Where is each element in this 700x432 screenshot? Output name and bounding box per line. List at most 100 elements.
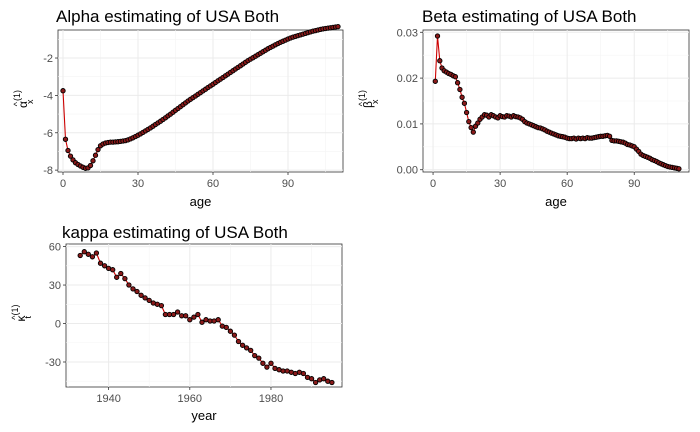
alpha-x-tick-label: 60 (207, 178, 219, 190)
alpha-data-point (87, 162, 94, 169)
beta-y-superscript: (1) (357, 90, 367, 101)
beta-y-tick-label: 0.00 (397, 165, 418, 177)
beta-data-point (459, 94, 465, 100)
kappa-x-tick-label: 1960 (178, 393, 202, 405)
alpha-data-point (62, 136, 69, 142)
alpha-y-superscript: (1) (12, 90, 22, 101)
beta-x-axis-label: age (545, 194, 567, 209)
kappa-data-point (130, 286, 136, 292)
kappa-data-point (110, 267, 116, 273)
alpha-x-tick-label: 90 (282, 178, 294, 190)
kappa-y-tick-label: -30 (45, 357, 61, 369)
alpha-axis-ticks: 0 30 60 90 -8 -6 -4 -2 (43, 53, 294, 190)
kappa-y-symbol: κ (14, 315, 28, 322)
beta-chart-title: Beta estimating of USA Both (422, 7, 637, 26)
alpha-x-tick-label: 30 (132, 178, 144, 190)
beta-data-point (434, 33, 441, 39)
beta-data-point (463, 109, 470, 116)
kappa-data-point (248, 347, 254, 354)
beta-data-point (676, 166, 682, 172)
beta-x-tick-label: 30 (494, 178, 506, 190)
alpha-chart: Alpha estimating of USA Both 0 30 60 90 -8 -6… (12, 7, 344, 209)
kappa-x-axis-label: year (191, 408, 217, 423)
kappa-data-point (114, 274, 120, 280)
svg-text:^κ(1)t: ^κ(1)t (10, 304, 33, 321)
kappa-data-point (118, 270, 124, 277)
kappa-data-point (308, 376, 315, 382)
alpha-y-hat: ^ (12, 101, 22, 106)
beta-chart: Beta estimating of USA Both 0 30 60 900.000… (357, 7, 690, 209)
beta-data-point (475, 120, 481, 126)
kappa-data-point (174, 309, 181, 315)
kappa-chart-title: kappa estimating of USA Both (62, 223, 288, 242)
beta-axis-ticks: 0 30 60 90 0.00 0.01 0.02 0.03 (397, 27, 641, 190)
kappa-y-tick-label: 60 (49, 242, 61, 254)
alpha-data-point (335, 23, 341, 30)
kappa-data-point (138, 292, 144, 298)
kappa-data-point (146, 297, 152, 304)
beta-y-subscript: x (370, 99, 380, 104)
beta-x-tick-label: 0 (430, 178, 436, 190)
alpha-data-point (92, 152, 99, 158)
alpha-chart-title: Alpha estimating of USA Both (56, 7, 279, 26)
kappa-data-point (223, 324, 229, 331)
beta-y-axis-label: ^β(1)x (357, 90, 380, 108)
svg-text:^β(1)x: ^β(1)x (357, 90, 380, 108)
kappa-chart: kappa estimating of USA Both 1940 1960 198… (10, 223, 343, 423)
kappa-data-point (256, 355, 262, 361)
kappa-y-axis-label: ^κ(1)t (10, 304, 33, 321)
kappa-y-tick-label: 30 (49, 280, 61, 292)
kappa-data-point (231, 332, 238, 338)
kappa-data-point (134, 288, 140, 295)
alpha-y-tick-label: -4 (43, 90, 53, 102)
alpha-x-tick-label: 0 (60, 178, 66, 190)
alpha-y-tick-label: -6 (43, 128, 53, 140)
kappa-data-point (300, 370, 307, 377)
kappa-data-point (215, 317, 221, 323)
beta-data-point (466, 118, 472, 125)
beta-y-hat: ^ (357, 101, 367, 106)
kappa-data-point (77, 252, 83, 259)
kappa-data-point (195, 311, 201, 318)
kappa-data-point (199, 319, 205, 325)
kappa-data-point (312, 379, 319, 386)
kappa-axis-ticks: 1940 1960 1980 -30 0 30 60 (45, 242, 283, 405)
beta-data-point (470, 129, 476, 135)
kappa-data-point (183, 313, 189, 319)
beta-gridlines (423, 30, 689, 172)
kappa-y-superscript: (1) (10, 304, 20, 315)
kappa-data-point (264, 364, 270, 370)
alpha-y-axis-label: ^α(1)x (12, 90, 35, 108)
beta-data-point (606, 133, 613, 139)
alpha-data-point (60, 88, 66, 94)
kappa-data-point (126, 282, 132, 288)
alpha-data-point (95, 146, 101, 153)
kappa-data-point (243, 345, 250, 351)
kappa-x-tick-label: 1940 (96, 393, 120, 405)
alpha-data-point (67, 153, 74, 159)
beta-x-tick-label: 60 (561, 178, 573, 190)
beta-data-point (461, 100, 468, 106)
kappa-data-point (93, 250, 100, 256)
kappa-y-tick-label: 0 (55, 319, 61, 331)
beta-data-point (457, 86, 463, 93)
alpha-data-marks (60, 23, 341, 171)
kappa-y-subscript: t (23, 316, 33, 319)
beta-y-tick-label: 0.02 (397, 73, 418, 85)
kappa-data-point (268, 360, 274, 366)
beta-data-point (468, 124, 474, 131)
kappa-data-point (187, 317, 193, 323)
kappa-data-point (227, 328, 234, 334)
beta-y-tick-label: 0.03 (397, 27, 418, 39)
kappa-data-point (89, 254, 96, 260)
alpha-data-point (65, 147, 71, 154)
alpha-plot-panel (57, 29, 344, 173)
kappa-data-point (122, 275, 128, 282)
alpha-x-axis-label: age (190, 194, 212, 209)
alpha-y-subscript: x (25, 99, 35, 104)
beta-data-marks (432, 33, 682, 172)
kappa-data-point (235, 338, 242, 345)
kappa-data-point (260, 360, 266, 366)
kappa-data-marks (77, 249, 335, 386)
